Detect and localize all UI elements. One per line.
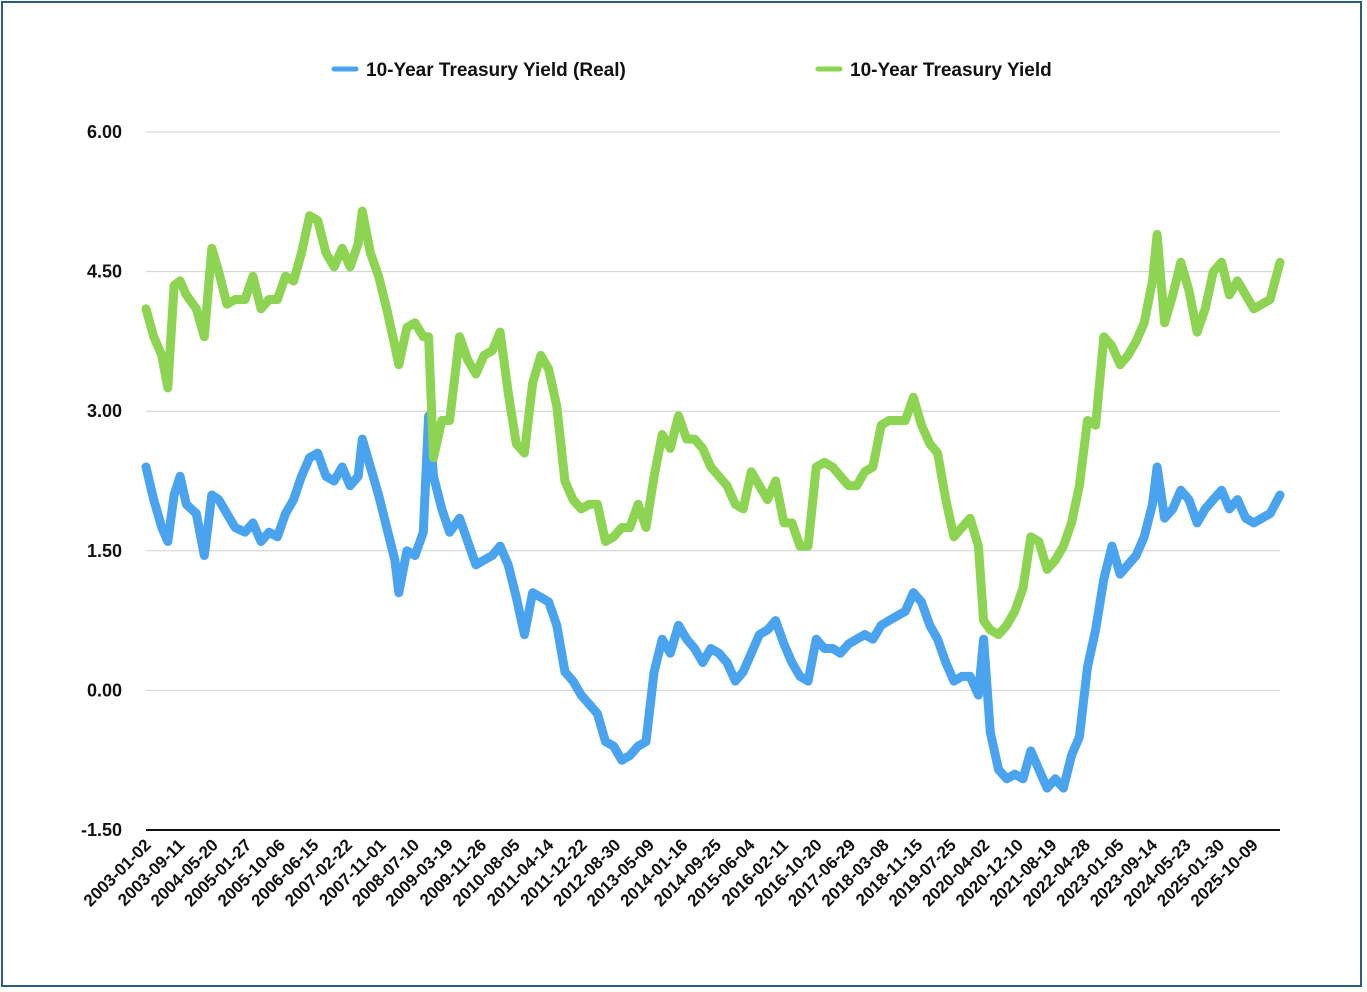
y-tick-label: -1.50 [81, 820, 122, 840]
y-tick-label: 1.50 [87, 541, 122, 561]
plot-area [141, 206, 1285, 793]
legend-label: 10-Year Treasury Yield (Real) [366, 60, 626, 81]
x-axis: 2003-01-022003-09-112004-05-202005-01-27… [80, 835, 1262, 910]
y-tick-label: 3.00 [87, 401, 122, 421]
y-tick-label: 0.00 [87, 680, 122, 700]
legend-label: 10-Year Treasury Yield [850, 60, 1052, 81]
y-tick-label: 6.00 [87, 122, 122, 142]
legend: 10-Year Treasury Yield (Real) 10-Year Tre… [331, 60, 1052, 81]
grid [146, 131, 1280, 831]
y-axis: 6.00 4.50 3.00 1.50 0.00 -1.50 [81, 122, 122, 840]
y-tick-label: 4.50 [87, 262, 122, 282]
series-line-nominal-yield [141, 206, 1285, 640]
series-line-real-yield [141, 411, 1285, 793]
